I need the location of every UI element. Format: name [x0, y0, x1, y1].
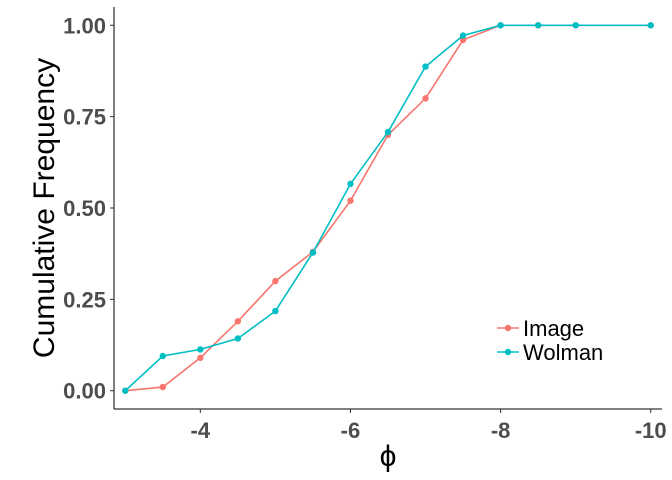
data-point: [272, 307, 279, 315]
data-point: [347, 197, 354, 204]
x-ticks: -4 -6 -8 -10: [191, 409, 667, 443]
legend-item-image: Image: [497, 316, 584, 341]
data-point: [572, 22, 579, 29]
data-point: [422, 95, 429, 102]
data-point: [159, 352, 166, 360]
legend-item-wolman: Wolman: [497, 340, 603, 365]
data-point: [459, 32, 467, 39]
data-point: [234, 335, 242, 342]
data-point: [197, 354, 204, 362]
data-point: [234, 318, 242, 325]
legend-label: Image: [523, 316, 584, 341]
data-point: [159, 383, 166, 391]
y-tick-label: 1.00: [63, 13, 106, 38]
legend-label: Wolman: [523, 340, 603, 365]
x-tick-label: -4: [191, 418, 211, 443]
data-point: [459, 36, 467, 44]
y-ticks: 0.00 0.25 0.50 0.75 1.00: [63, 13, 114, 404]
y-tick-label: 0.25: [63, 287, 106, 312]
x-tick-label: -8: [491, 418, 511, 443]
series-layer: [122, 22, 654, 394]
data-point: [309, 249, 317, 256]
y-axis-title: Cumulative Frequency: [28, 58, 61, 358]
x-axis-title: ϕ: [380, 440, 397, 473]
x-tick-label: -10: [635, 418, 667, 443]
y-tick-label: 0.75: [63, 105, 106, 130]
data-point: [497, 22, 504, 29]
series-wolman: [122, 22, 654, 394]
data-point: [422, 63, 429, 70]
legend-point: [504, 324, 512, 332]
data-point: [122, 387, 129, 394]
data-point: [347, 180, 354, 188]
data-point: [647, 22, 654, 29]
y-tick-label: 0.50: [63, 196, 106, 221]
data-point: [534, 22, 542, 29]
data-point: [272, 277, 279, 285]
legend-point: [504, 348, 512, 356]
x-tick-label: -6: [341, 418, 361, 443]
y-tick-label: 0.00: [63, 379, 106, 404]
data-point: [384, 128, 392, 136]
data-point: [197, 346, 204, 353]
series-line: [124, 24, 651, 392]
